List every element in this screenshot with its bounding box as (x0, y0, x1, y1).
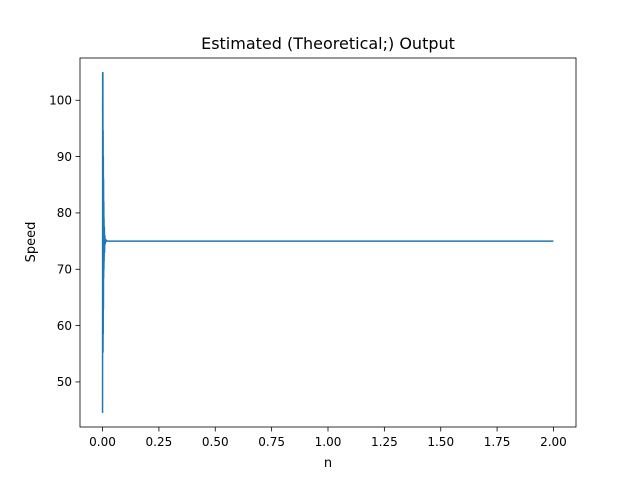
x-tick-label: 1.50 (427, 435, 454, 449)
chart-title: Estimated (Theoretical;) Output (201, 34, 455, 53)
y-tick-label: 60 (57, 319, 72, 333)
x-tick-label: 1.25 (371, 435, 398, 449)
series-line-0 (101, 71, 554, 413)
x-tick-label: 0.00 (89, 435, 116, 449)
x-tick-label: 1.00 (315, 435, 342, 449)
y-axis-label: Speed (24, 222, 39, 263)
y-tick-label: 100 (49, 94, 72, 108)
x-tick-label: 1.75 (484, 435, 511, 449)
y-axis-ticks: 50 60 70 80 90 100 (49, 94, 80, 389)
x-tick-label: 0.75 (258, 435, 285, 449)
y-tick-label: 90 (57, 150, 72, 164)
y-tick-label: 80 (57, 206, 72, 220)
x-tick-label: 0.50 (202, 435, 229, 449)
x-tick-label: 0.25 (146, 435, 173, 449)
x-tick-label: 2.00 (540, 435, 567, 449)
x-axis-ticks: 0.00 0.25 0.50 0.75 1.00 1.25 1.50 1.75 2.00 (89, 427, 567, 449)
x-axis-label: n (324, 456, 332, 471)
y-tick-label: 50 (57, 375, 72, 389)
y-tick-label: 70 (57, 263, 72, 277)
